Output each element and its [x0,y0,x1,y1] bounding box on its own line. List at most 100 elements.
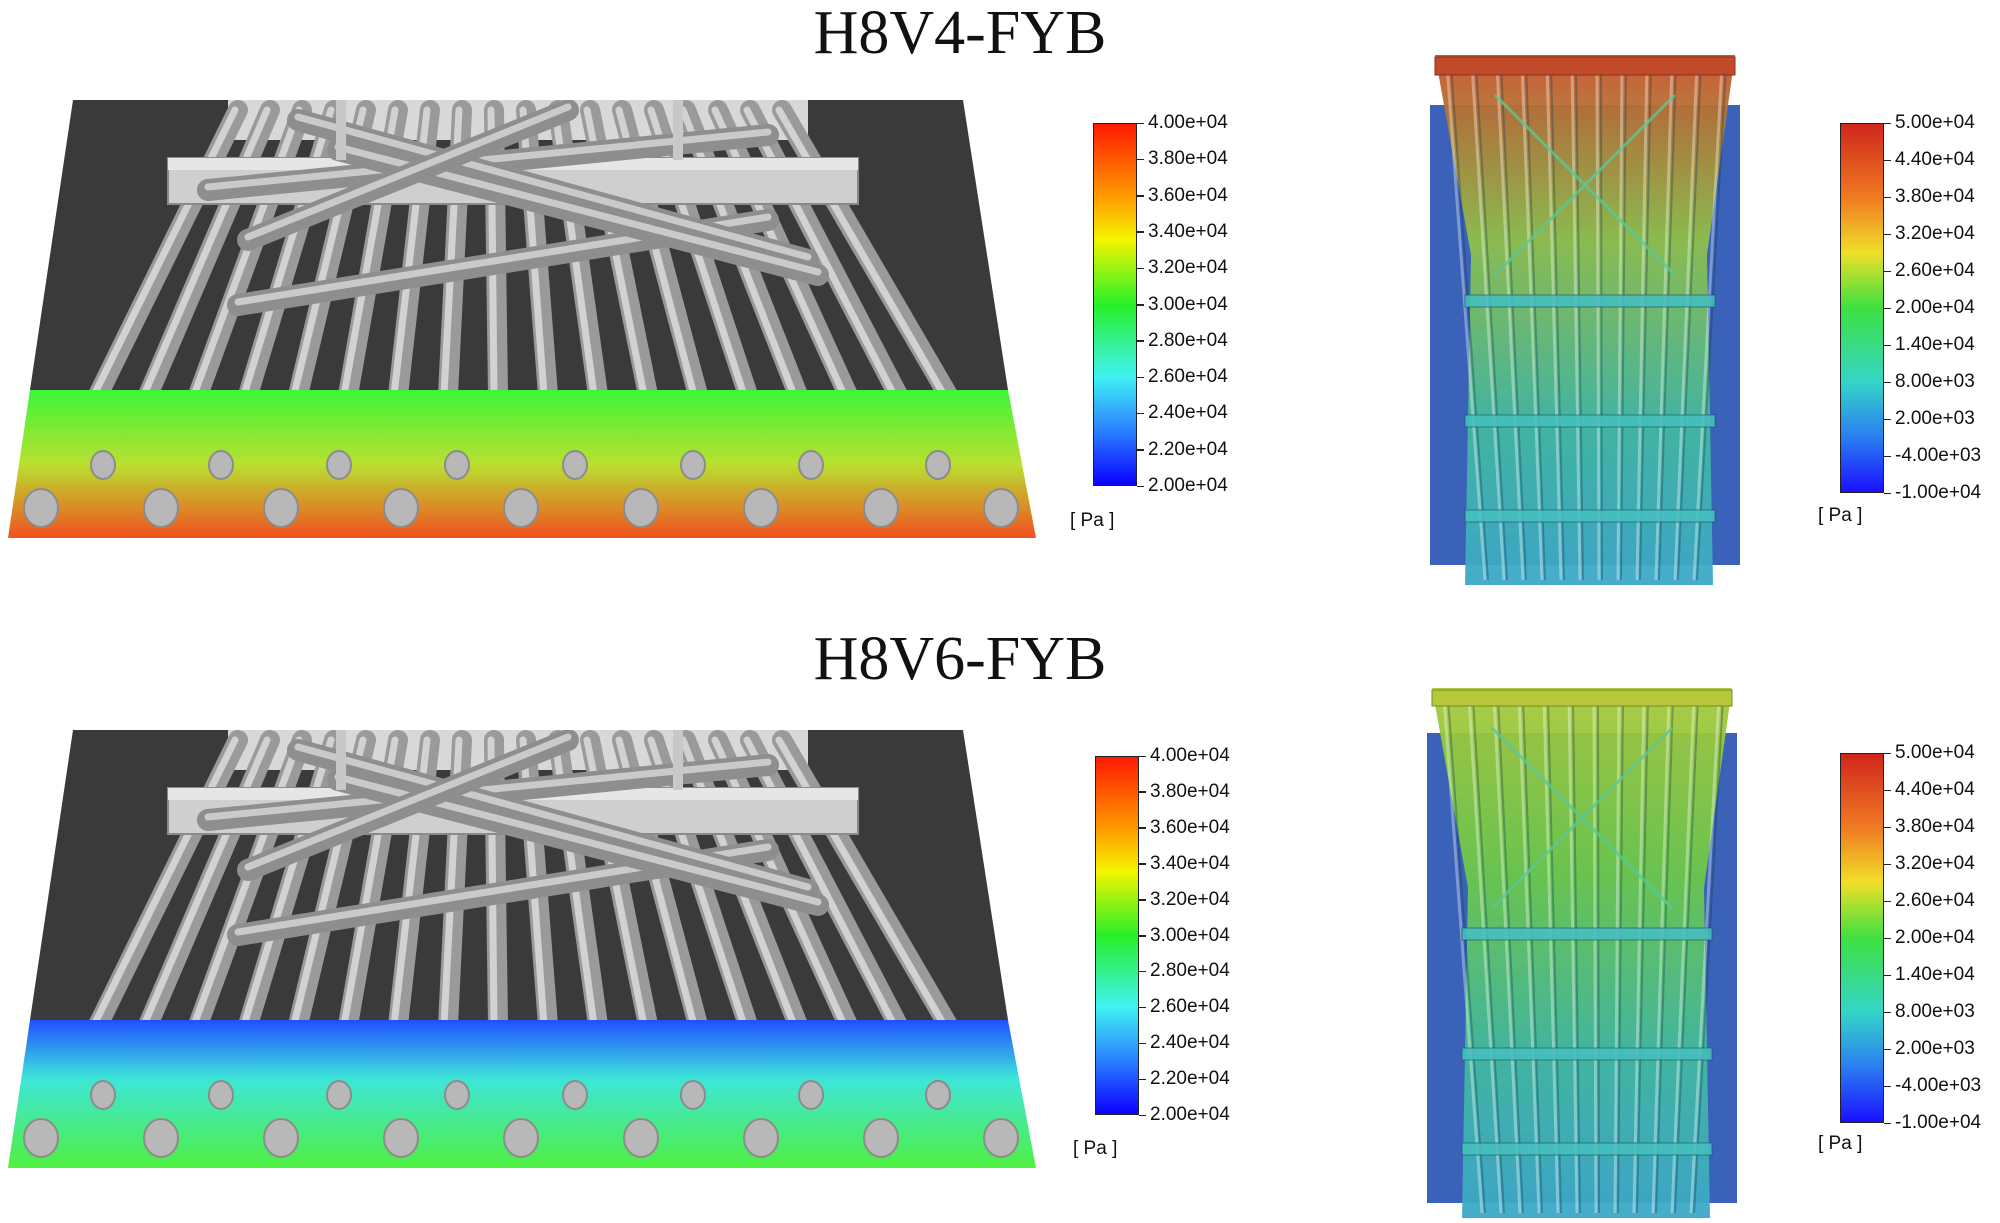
colorbar-tick-label: 3.20e+04 [1895,223,1975,244]
colorbar-tick [1139,755,1146,757]
colorbar-tick-label: 2.00e+04 [1895,297,1975,318]
colorbar-tick-label: 3.00e+04 [1148,293,1228,315]
colorbar-tick-label: 3.40e+04 [1148,220,1228,242]
colorbar-tick [1884,455,1891,457]
colorbar-tick [1137,449,1144,451]
colorbar-tick-label: 8.00e+03 [1895,1001,1975,1022]
colorbar-tick [1137,376,1144,379]
colorbar-tick-label: 3.80e+04 [1895,816,1975,837]
colorbar-tick [1137,122,1144,124]
colorbar-tick [1137,195,1144,197]
colorbar-tick [1884,418,1891,420]
colorbar-tick [1884,1048,1891,1050]
colorbar-right [1840,753,1884,1123]
colorbar-tick-label: 1.40e+04 [1895,334,1975,355]
colorbar-tick-label: 2.00e+04 [1895,927,1975,948]
colorbar-tick [1884,863,1891,865]
colorbar-tick [1139,827,1146,829]
colorbar-tick-label: 4.40e+04 [1895,779,1975,800]
colorbar-tick [1139,1078,1146,1081]
colorbar-tick [1884,196,1891,198]
colorbar-tick-label: 3.40e+04 [1150,852,1230,874]
colorbar-tick [1884,122,1891,124]
colorbar-tick [1884,492,1891,494]
colorbar-tick [1884,1122,1891,1124]
colorbar-tick-label: 2.80e+04 [1150,960,1230,982]
colorbar-tick-label: 2.00e+04 [1148,475,1228,496]
colorbar-tick [1137,412,1144,415]
colorbar-tick [1884,1085,1891,1087]
colorbar-tick-label: 4.40e+04 [1895,149,1975,170]
colorbar-tick [1884,233,1891,235]
colorbar-tick [1884,937,1891,939]
colorbar-tick-label: 2.20e+04 [1148,438,1228,460]
colorbar-tick-label: 2.00e+03 [1895,408,1975,429]
colorbar-tick [1884,789,1891,791]
colorbar-tick [1139,935,1146,937]
colorbar-tick-label: 2.60e+04 [1148,366,1228,388]
colorbar-tick [1884,344,1891,346]
colorbar-tick-label: 8.00e+03 [1895,371,1975,392]
colorbar-left [1093,123,1137,486]
colorbar-tick [1137,485,1144,487]
colorbar-tick [1139,1042,1146,1045]
colorbar-tick-label: 2.40e+04 [1148,402,1228,424]
colorbar-tick-label: 2.60e+04 [1895,890,1975,911]
colorbar-left [1095,756,1139,1115]
colorbar-tick-label: 3.00e+04 [1150,924,1230,946]
colorbar-tick-label: 3.20e+04 [1895,853,1975,874]
colorbar-tick [1139,970,1146,973]
colorbar-tick [1884,900,1891,902]
colorbar-right [1840,123,1884,493]
panel-title: H8V6-FYB [813,625,1107,693]
panel-title: H8V4-FYB [813,0,1107,67]
colorbar-tick-label: 2.60e+04 [1150,996,1230,1018]
colorbar-tick [1139,899,1146,901]
colorbar-tick [1884,826,1891,828]
colorbar-tick [1884,159,1891,161]
colorbar-tick-label: 2.20e+04 [1150,1068,1230,1090]
colorbar-tick-label: 3.60e+04 [1148,184,1228,206]
colorbar-unit: [ Pa ] [1818,1133,1863,1154]
colorbar-tick [1884,307,1891,309]
colorbar-tick-label: 1.40e+04 [1895,964,1975,985]
colorbar-tick-label: 5.00e+04 [1895,742,1975,763]
colorbar-tick [1139,863,1146,865]
colorbar-unit: [ Pa ] [1070,510,1115,531]
colorbar-tick-label: 3.20e+04 [1148,257,1228,279]
colorbar-tick-label: 2.00e+03 [1895,1038,1975,1059]
frame-structure-view [1427,688,1737,1218]
colorbar-tick-label: 3.20e+04 [1150,888,1230,910]
colorbar-tick [1884,752,1891,754]
colorbar-tick [1137,340,1144,342]
colorbar-tick-label: 2.80e+04 [1148,329,1228,351]
colorbar-tick-label: 3.80e+04 [1150,780,1230,802]
colorbar-tick-label: 3.80e+04 [1895,186,1975,207]
colorbar-tick-label: -4.00e+03 [1895,1075,1982,1096]
colorbar-unit: [ Pa ] [1818,505,1863,526]
colorbar-tick [1884,270,1891,272]
pipe-bundle-view [8,730,1036,1168]
colorbar-tick [1137,267,1144,270]
colorbar-tick [1884,974,1891,976]
frame-structure-view [1430,55,1740,585]
colorbar-tick [1139,1006,1146,1009]
colorbar-tick [1139,1114,1146,1116]
colorbar-tick [1137,158,1144,161]
colorbar-tick-label: 4.00e+04 [1148,112,1228,133]
colorbar-tick-label: 2.00e+04 [1150,1104,1230,1125]
colorbar-tick [1139,791,1146,793]
colorbar-tick-label: 4.00e+04 [1150,745,1230,766]
colorbar-tick [1884,1011,1891,1013]
colorbar-unit: [ Pa ] [1073,1138,1118,1159]
colorbar-tick-label: 2.40e+04 [1150,1032,1230,1054]
colorbar-tick-label: -4.00e+03 [1895,445,1982,466]
colorbar-tick [1137,304,1144,306]
pipe-bundle-view [8,100,1036,538]
colorbar-tick-label: 3.60e+04 [1150,816,1230,838]
colorbar-tick-label: 5.00e+04 [1895,112,1975,133]
colorbar-tick-label: 2.60e+04 [1895,260,1975,281]
colorbar-tick-label: 3.80e+04 [1148,148,1228,170]
colorbar-tick-label: -1.00e+04 [1895,1112,1982,1133]
colorbar-tick [1137,231,1144,233]
